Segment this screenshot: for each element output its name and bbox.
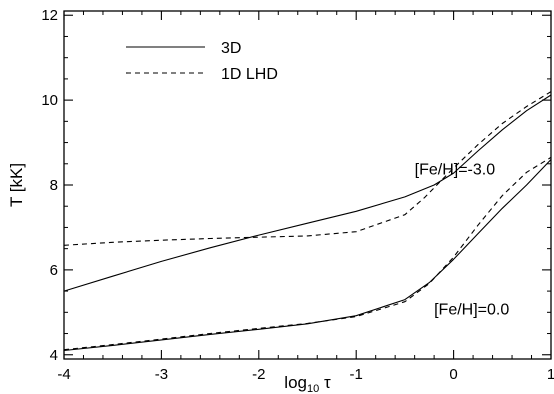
series-layer — [63, 91, 552, 352]
legend-label-1d-lhd: 1D LHD — [221, 66, 278, 83]
x-axis-title-var: τ — [319, 373, 331, 392]
ticks-layer: -4 -3 -2 -1 0 1 4 6 8 10 12 — [41, 7, 554, 383]
y-tick-label: 8 — [50, 177, 58, 194]
y-tick-label: 10 — [41, 92, 58, 109]
x-tick-label: 0 — [449, 366, 457, 383]
y-axis-title: T [kK] — [7, 163, 26, 207]
x-axis-title-base: log — [284, 373, 307, 392]
y-tick-label: 6 — [50, 262, 58, 279]
x-tick-label: 1 — [547, 366, 554, 383]
legend: 3D 1D LHD — [126, 40, 278, 83]
series-line-1 — [63, 91, 552, 246]
x-axis-title: log10 τ — [284, 373, 331, 394]
y-tick-label: 4 — [50, 347, 58, 364]
annotation-feh-0: [Fe/H]=0.0 — [434, 301, 509, 318]
x-tick-label: -3 — [155, 366, 168, 383]
y-tick-label: 12 — [41, 7, 58, 24]
x-tick-label: -2 — [252, 366, 265, 383]
legend-label-3d: 3D — [221, 40, 241, 57]
series-line-3 — [63, 156, 552, 351]
x-axis-title-sub: 10 — [307, 383, 319, 394]
series-line-0 — [63, 94, 552, 292]
annotation-feh-minus-3: [Fe/H]=-3.0 — [415, 161, 496, 178]
x-tick-label: -4 — [57, 366, 70, 383]
series-line-2 — [63, 159, 552, 352]
x-tick-label: -1 — [350, 366, 363, 383]
